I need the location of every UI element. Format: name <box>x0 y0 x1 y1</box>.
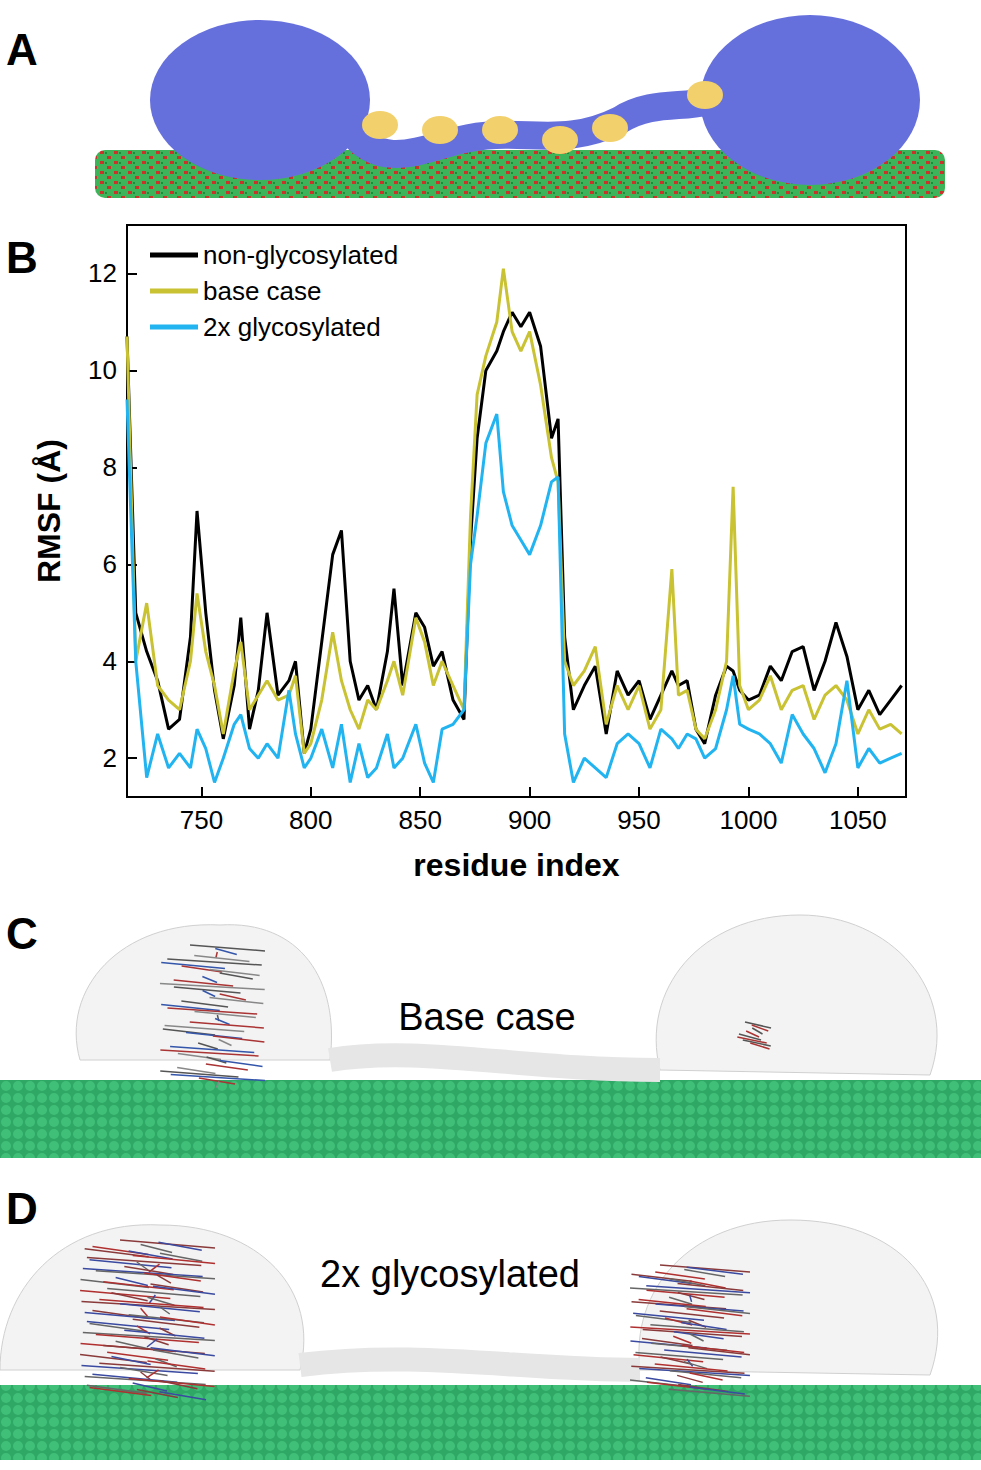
svg-text:6: 6 <box>103 549 117 579</box>
svg-text:900: 900 <box>508 805 551 835</box>
svg-text:base case: base case <box>203 276 322 306</box>
svg-text:12: 12 <box>88 258 117 288</box>
svg-text:800: 800 <box>289 805 332 835</box>
svg-text:non-glycosylated: non-glycosylated <box>203 240 398 270</box>
svg-text:residue index: residue index <box>413 847 620 883</box>
svg-text:1050: 1050 <box>829 805 887 835</box>
svg-text:2: 2 <box>103 743 117 773</box>
html-text:A: A <box>6 25 38 74</box>
html-text:D: D <box>6 1184 38 1233</box>
svg-text:2x glycosylated: 2x glycosylated <box>320 1253 580 1295</box>
svg-text:10: 10 <box>88 355 117 385</box>
svg-text:2x glycosylated: 2x glycosylated <box>203 312 381 342</box>
svg-text:RMSF (Å): RMSF (Å) <box>31 439 67 583</box>
html-text:C: C <box>6 909 38 958</box>
svg-text:Base case: Base case <box>398 996 575 1038</box>
svg-text:750: 750 <box>180 805 223 835</box>
svg-text:4: 4 <box>103 646 117 676</box>
svg-text:850: 850 <box>399 805 442 835</box>
svg-text:1000: 1000 <box>720 805 778 835</box>
svg-text:950: 950 <box>617 805 660 835</box>
html-text:B: B <box>6 233 38 282</box>
svg-text:8: 8 <box>103 452 117 482</box>
